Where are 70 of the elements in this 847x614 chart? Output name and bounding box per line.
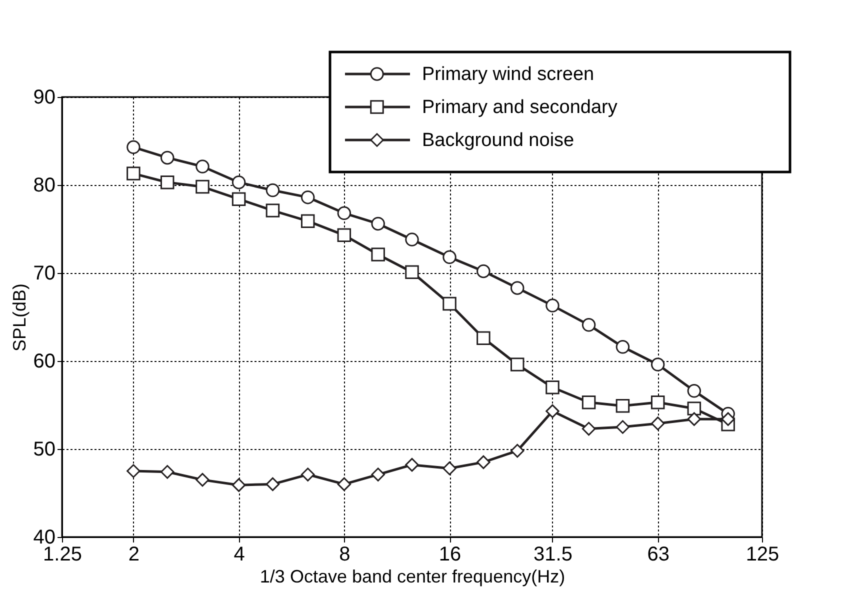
y-tick-label: 60 <box>33 350 56 372</box>
x-tick-label: 63 <box>647 544 670 566</box>
point <box>160 465 174 479</box>
point <box>650 416 665 430</box>
point <box>442 461 456 476</box>
point <box>405 232 419 246</box>
point <box>721 412 735 426</box>
point <box>476 264 490 278</box>
point <box>616 420 630 434</box>
x-axis-title: 1/3 Octave band center frequency(Hz) <box>260 566 566 586</box>
point <box>582 422 596 436</box>
point <box>337 206 352 220</box>
point <box>476 331 490 345</box>
legend-label: Primary wind screen <box>422 64 594 85</box>
point <box>616 399 630 413</box>
point <box>337 228 352 242</box>
point <box>442 296 456 311</box>
x-tick-label: 1.25 <box>43 544 82 566</box>
point <box>476 455 490 470</box>
point <box>405 458 419 472</box>
point <box>687 412 702 426</box>
point <box>126 166 140 180</box>
point <box>266 183 280 198</box>
point <box>196 472 210 487</box>
point <box>126 140 140 154</box>
point <box>582 318 596 332</box>
x-tick-label: 125 <box>746 544 780 566</box>
point <box>196 180 210 194</box>
point <box>687 402 702 416</box>
point <box>510 358 524 372</box>
point <box>582 395 596 410</box>
point <box>616 340 630 354</box>
point <box>510 444 524 458</box>
y-tick-label: 80 <box>33 174 56 196</box>
legend-label: Primary and secondary <box>422 97 618 118</box>
point <box>300 190 315 204</box>
point <box>510 281 524 295</box>
point <box>232 478 246 492</box>
y-tick-label: 90 <box>33 86 56 108</box>
y-tick-label: 50 <box>33 438 56 460</box>
point <box>196 160 210 174</box>
point <box>405 265 419 279</box>
y-axis-title: SPL(dB) <box>9 283 30 352</box>
point <box>232 176 246 190</box>
y-tick-label: 70 <box>33 262 56 284</box>
point <box>126 464 140 478</box>
point <box>160 150 174 165</box>
x-tick-label: 4 <box>234 544 245 566</box>
point <box>371 468 385 482</box>
point <box>337 477 352 492</box>
point <box>300 214 315 228</box>
point <box>232 192 246 206</box>
point <box>546 404 560 418</box>
point <box>546 380 560 394</box>
point <box>160 175 174 190</box>
point <box>650 358 665 372</box>
point <box>300 468 315 482</box>
point <box>687 384 702 398</box>
point <box>371 216 385 231</box>
point <box>546 298 560 312</box>
point <box>650 395 665 410</box>
x-tick-label: 8 <box>339 544 350 566</box>
point <box>266 477 280 492</box>
point <box>266 204 280 218</box>
legend-label: Background noise <box>422 130 574 151</box>
x-tick-label: 16 <box>438 544 462 566</box>
x-tick-label: 31.5 <box>534 544 572 566</box>
point <box>442 250 456 264</box>
x-tick-label: 2 <box>128 544 140 566</box>
point <box>371 248 385 262</box>
